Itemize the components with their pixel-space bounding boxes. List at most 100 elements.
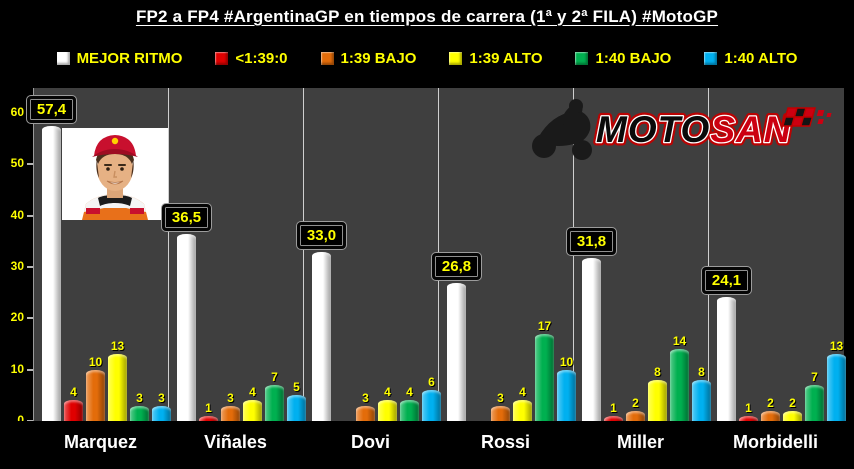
bar-1-39-alto: [108, 354, 127, 421]
bar-value-label: 7: [811, 370, 818, 384]
bar-value-label: 4: [406, 385, 413, 399]
bar-value-label: 3: [362, 391, 369, 405]
y-tick-label: 30: [10, 259, 24, 273]
x-axis-labels: Marquez Viñales Dovi Rossi Miller Morbidelli: [33, 432, 843, 453]
bar-value-label: 8: [654, 365, 661, 379]
legend-label: 1:40 ALTO: [724, 50, 798, 67]
bar-value-label: 10: [88, 355, 103, 369]
bar-value-label: 10: [559, 355, 574, 369]
bar-column: 10: [557, 355, 576, 421]
bar-column: 26,8: [431, 253, 482, 421]
bar-column: 13: [108, 339, 127, 421]
bar-value-label: 8: [698, 365, 705, 379]
category-label: Marquez: [63, 432, 137, 452]
bar-1-40-bajo: [265, 385, 284, 421]
category-label: Viñales: [204, 432, 267, 452]
motosan-text-glow: MOTOSAN: [596, 109, 792, 150]
legend-label: MEJOR RITMO: [76, 50, 183, 67]
bar-1-40-bajo: [805, 385, 824, 421]
bar-1-39-bajo: [491, 406, 510, 421]
bar-column: 8: [692, 365, 711, 421]
bar-value-label: 4: [519, 385, 526, 399]
bar--1-39-0: [604, 416, 623, 421]
bar-1-39-alto: [648, 380, 667, 421]
bar-1-39-bajo: [86, 370, 105, 421]
bar-value-label: 3: [497, 391, 504, 405]
legend-item-140-bajo: 1:40 BAJO: [575, 50, 671, 67]
motosan-text: MOTOSAN: [596, 109, 792, 150]
bar-1-40-bajo: [130, 406, 149, 421]
category-section-miller: 31,8 1 2 8 14 8: [566, 88, 711, 421]
bar-mejor-ritmo: [312, 252, 331, 421]
bar-mejor-ritmo: [582, 258, 601, 421]
bar-value-box: 31,8: [566, 228, 617, 255]
y-tick-mark: [27, 368, 33, 371]
legend-swatch-icon: [215, 52, 229, 65]
bar-column: 1: [199, 401, 218, 421]
y-tick-mark: [27, 163, 33, 166]
bars-group: 24,1 1 2 2 7 13: [701, 267, 846, 421]
legend-item-140-alto: 1:40 ALTO: [704, 50, 797, 67]
bar-column: 8: [648, 365, 667, 421]
bar-1-39-alto: [378, 400, 397, 421]
bar-1-40-bajo: [535, 334, 554, 421]
motorcycle-icon: [532, 99, 592, 160]
bar-value-label: 3: [158, 391, 165, 405]
bar-value-label: 2: [789, 396, 796, 410]
bar-1-40-alto: [152, 406, 171, 421]
bar-value-box: 36,5: [161, 204, 212, 231]
bar-mejor-ritmo: [447, 283, 466, 421]
y-axis: 0 10 20 30 40 50 60: [0, 0, 33, 469]
bar-column: 17: [535, 319, 554, 421]
bar-column: 3: [356, 391, 375, 421]
bar-mejor-ritmo: [177, 234, 196, 421]
legend-swatch-icon: [449, 52, 463, 65]
bar-column: 3: [130, 391, 149, 421]
bar-column: 4: [64, 385, 83, 421]
bar-column: 4: [378, 385, 397, 421]
bar-1-39-bajo: [761, 411, 780, 421]
bar-column: 3: [152, 391, 171, 421]
bar-column: 7: [805, 370, 824, 421]
marquez-portrait-graphic: [62, 128, 168, 220]
bar-column: 5: [287, 380, 306, 421]
category-label: Morbidelli: [733, 432, 818, 452]
bar-column: 36,5: [161, 204, 212, 421]
bar-column: 10: [86, 355, 105, 421]
bar-value-label: 5: [293, 380, 300, 394]
bar--1-39-0: [739, 416, 758, 421]
bar-value-label: 4: [249, 385, 256, 399]
bars-group: 31,8 1 2 8 14 8: [566, 228, 711, 421]
bar-value-label: 3: [227, 391, 234, 405]
legend-swatch-icon: [575, 52, 589, 65]
bars-group: 36,5 1 3 4 7 5: [161, 204, 306, 421]
bars-group: 26,8 3 4 17 10: [431, 253, 576, 421]
bar-value-label: 2: [767, 396, 774, 410]
bar-1-39-alto: [243, 400, 262, 421]
bar-value-label: 2: [632, 396, 639, 410]
bar-column: 33,0: [296, 222, 347, 421]
bar-column: 13: [827, 339, 846, 421]
bar-column: 7: [265, 370, 284, 421]
checkered-flag-icon: [781, 107, 832, 127]
y-tick-label: 10: [10, 361, 24, 376]
motosan-text-outline: MOTOSAN: [596, 109, 792, 150]
legend-item-mejor-ritmo: MEJOR RITMO: [56, 50, 183, 67]
bar-column: 1: [604, 401, 623, 421]
bar-value-label: 14: [672, 334, 687, 348]
bar-value-label: 1: [205, 401, 212, 415]
category-section-dovi: 33,0 3 4 4 6: [296, 88, 441, 421]
y-tick-label: 40: [10, 207, 24, 222]
bar-column: 3: [221, 391, 240, 421]
bar-column: 6: [422, 375, 441, 421]
bar-column: 31,8: [566, 228, 617, 421]
y-tick-label: 0: [17, 413, 24, 427]
legend-swatch-icon: [704, 52, 718, 65]
page-title: FP2 a FP4 #ArgentinaGP en tiempos de car…: [135, 7, 719, 26]
bar-value-box: 24,1: [701, 267, 752, 294]
bar-value-label: 13: [829, 339, 844, 353]
legend-swatch-icon: [56, 52, 70, 65]
y-tick-mark: [27, 214, 33, 217]
bar-column: 2: [761, 396, 780, 421]
